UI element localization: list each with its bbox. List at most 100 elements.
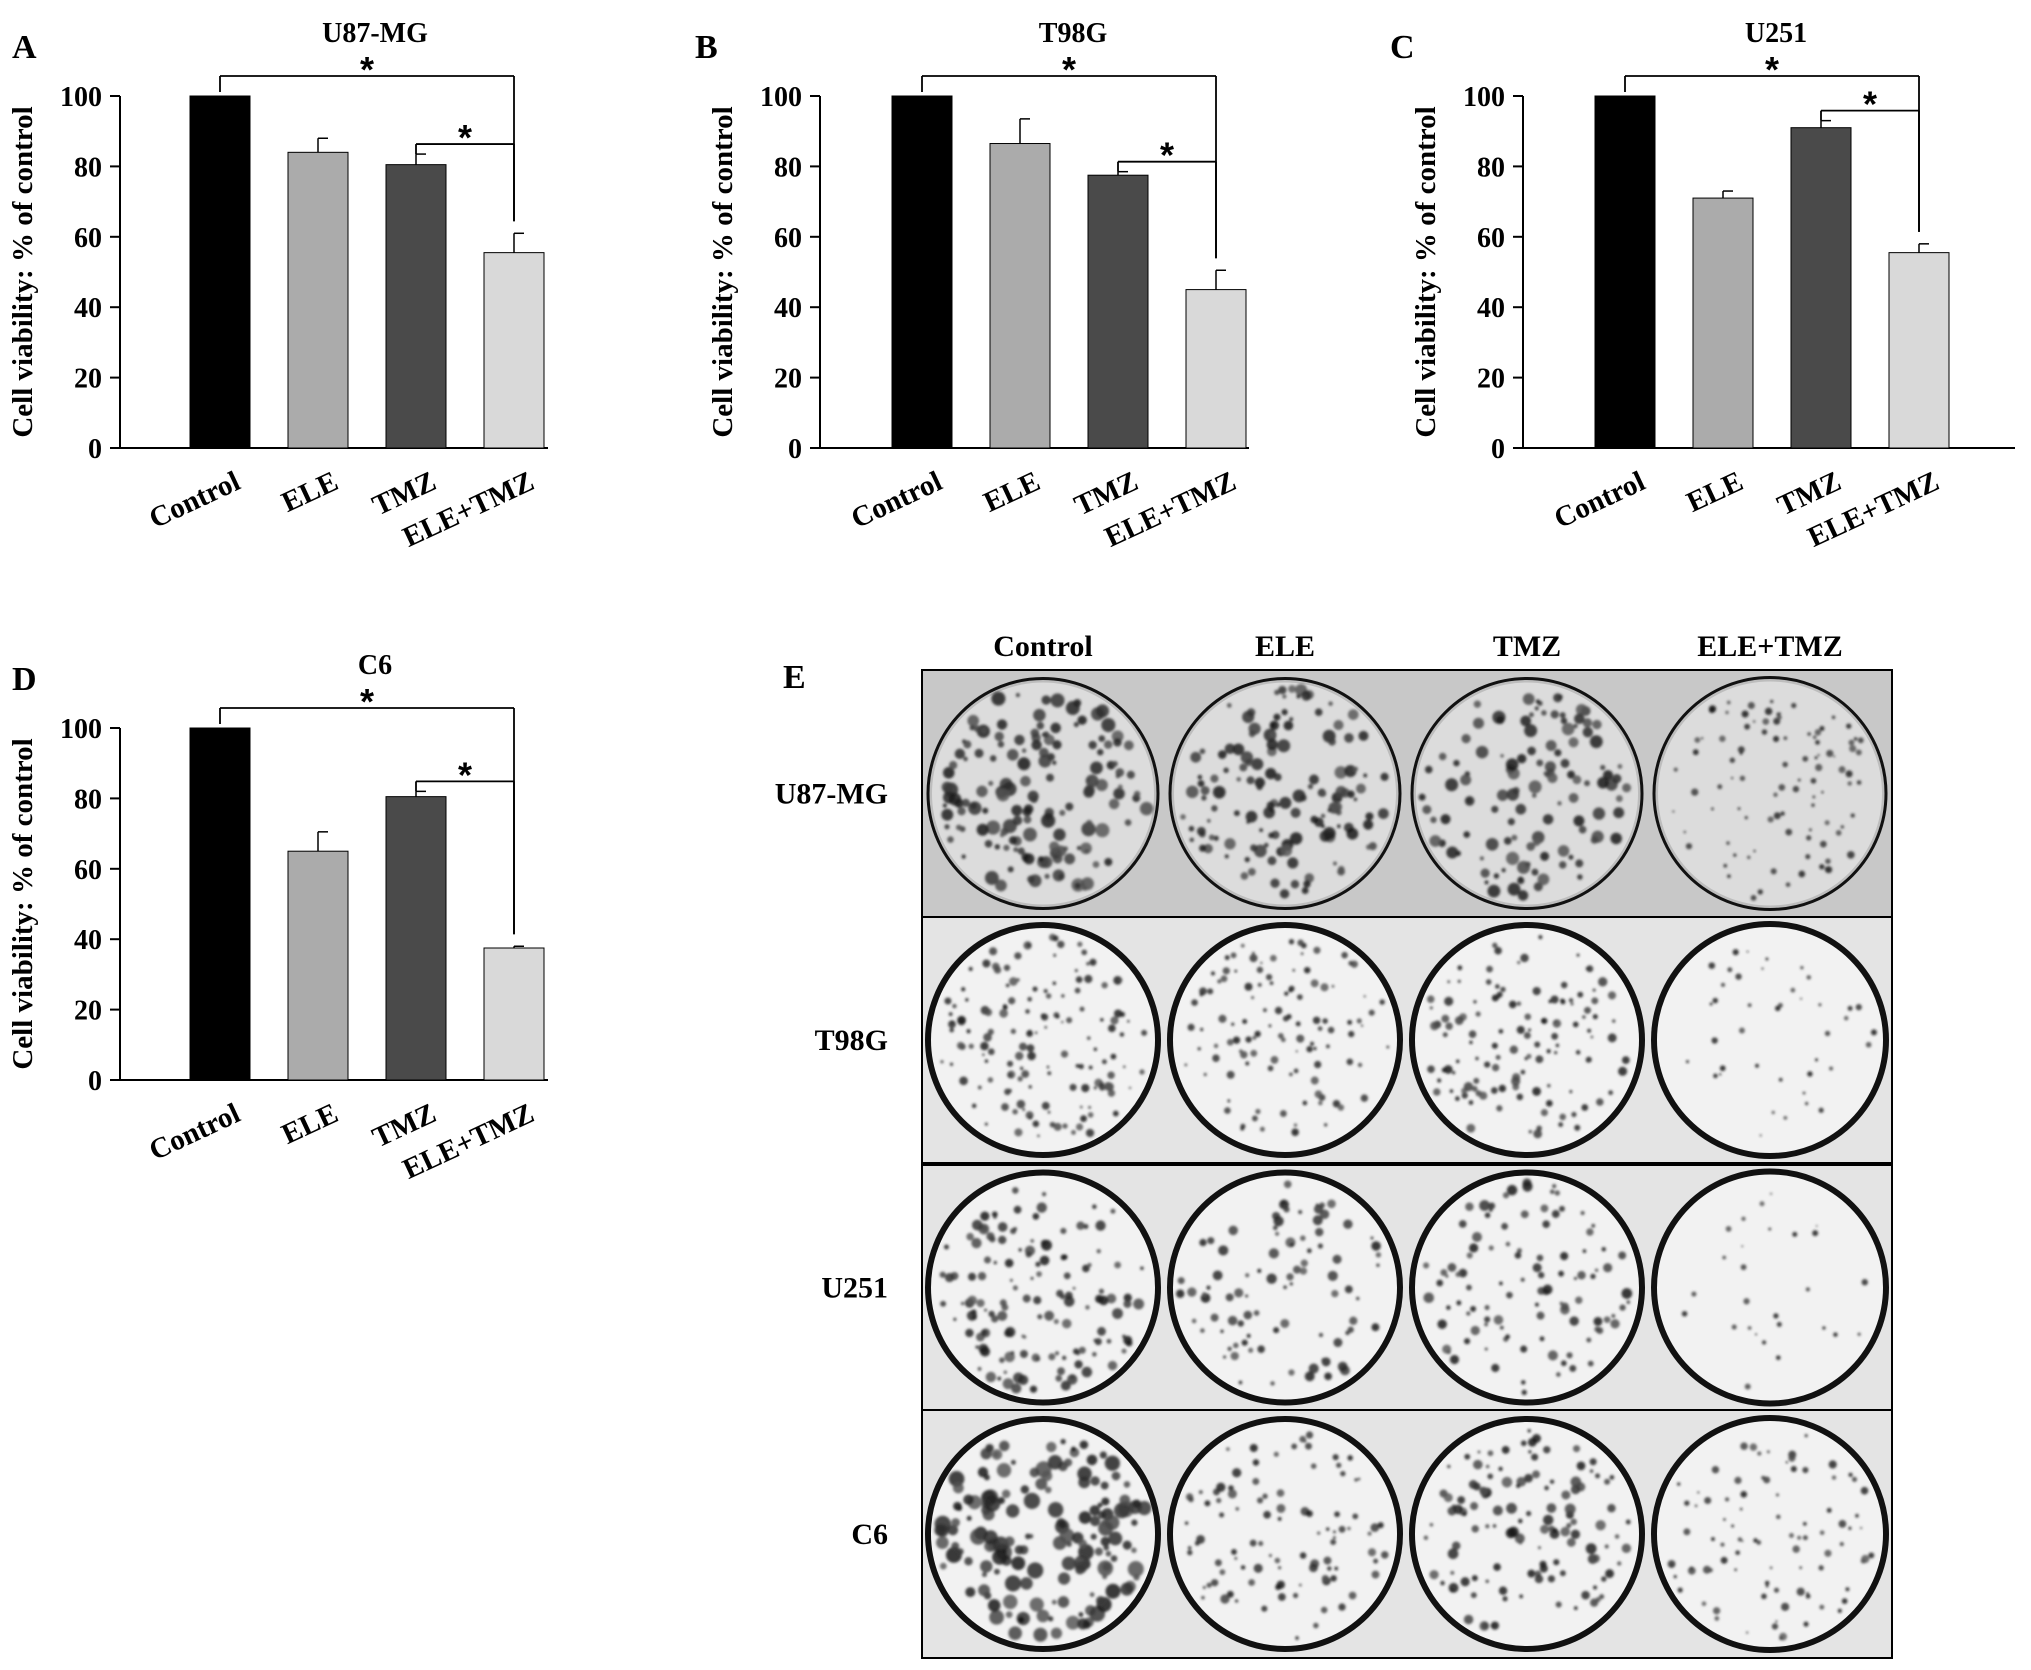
colony bbox=[1814, 756, 1818, 760]
colony bbox=[1299, 794, 1307, 802]
culture-dish bbox=[925, 1169, 1161, 1406]
colony bbox=[1026, 1044, 1035, 1053]
colony bbox=[1595, 1520, 1606, 1531]
colony bbox=[1523, 1031, 1531, 1039]
colony bbox=[1603, 1263, 1613, 1273]
colony bbox=[1079, 1006, 1085, 1012]
colony bbox=[1557, 845, 1570, 857]
colony bbox=[1279, 1110, 1287, 1117]
colony bbox=[1270, 1381, 1275, 1386]
colony bbox=[1003, 1370, 1008, 1375]
colonies bbox=[934, 1438, 1152, 1642]
colony bbox=[1723, 1518, 1726, 1521]
colony bbox=[1263, 728, 1277, 742]
colony bbox=[957, 1015, 966, 1025]
colony bbox=[1257, 982, 1262, 987]
colony bbox=[961, 798, 970, 807]
colony bbox=[1234, 1599, 1239, 1603]
colony bbox=[1790, 1466, 1797, 1473]
colony bbox=[1110, 1016, 1119, 1025]
colony bbox=[1559, 1205, 1565, 1212]
colony bbox=[1516, 1093, 1524, 1101]
colony bbox=[1532, 1263, 1542, 1273]
colony bbox=[1035, 1477, 1048, 1490]
dish-rim bbox=[1409, 1169, 1645, 1406]
colony bbox=[1038, 754, 1052, 768]
colony bbox=[1442, 1032, 1448, 1038]
colony bbox=[1273, 713, 1281, 721]
colony bbox=[1008, 1626, 1022, 1640]
colony bbox=[1355, 783, 1366, 794]
colony bbox=[936, 1524, 949, 1538]
colony bbox=[1141, 1029, 1148, 1036]
colony bbox=[1222, 967, 1230, 975]
colony bbox=[1727, 967, 1733, 973]
colony bbox=[1367, 1548, 1377, 1557]
colony bbox=[1211, 1579, 1219, 1587]
colony bbox=[1590, 1273, 1596, 1280]
colony bbox=[982, 959, 991, 968]
colony bbox=[1621, 1288, 1633, 1299]
colony bbox=[1775, 1620, 1778, 1623]
y-tick-label: 20 bbox=[74, 996, 102, 1027]
colony bbox=[1022, 1294, 1031, 1303]
colony bbox=[1292, 1592, 1299, 1599]
colony bbox=[1617, 1561, 1622, 1566]
colony bbox=[981, 727, 987, 734]
colony bbox=[1061, 1355, 1067, 1361]
colony bbox=[1463, 1338, 1471, 1345]
colony bbox=[1260, 961, 1263, 965]
colony bbox=[1468, 1030, 1477, 1039]
colony bbox=[1542, 814, 1554, 825]
colony bbox=[1007, 866, 1014, 873]
colony bbox=[1747, 1003, 1752, 1008]
colony bbox=[1677, 1482, 1681, 1486]
colony bbox=[978, 1584, 991, 1597]
colony bbox=[1604, 1544, 1609, 1549]
colony bbox=[1248, 722, 1261, 735]
colony bbox=[965, 1587, 976, 1598]
colony bbox=[1027, 1030, 1031, 1034]
bar-control bbox=[189, 95, 251, 449]
colony bbox=[1343, 1219, 1353, 1229]
colony bbox=[1790, 987, 1796, 993]
colony bbox=[1557, 801, 1562, 806]
colony bbox=[1200, 1328, 1205, 1333]
colony bbox=[1466, 1311, 1471, 1316]
colony bbox=[966, 1029, 971, 1034]
colony bbox=[1547, 772, 1558, 784]
colony bbox=[1540, 1109, 1548, 1117]
colony bbox=[1078, 1612, 1084, 1617]
colony bbox=[1074, 1360, 1083, 1369]
colony bbox=[1437, 1078, 1442, 1083]
colony bbox=[1232, 743, 1245, 756]
colony bbox=[1785, 828, 1793, 836]
colony bbox=[1094, 1338, 1102, 1346]
colony bbox=[1120, 1582, 1134, 1596]
colony bbox=[1599, 1594, 1605, 1600]
colony bbox=[1440, 814, 1451, 825]
colony bbox=[1027, 1562, 1044, 1579]
colony bbox=[984, 1059, 989, 1063]
colony bbox=[983, 1530, 998, 1545]
colony bbox=[1299, 1552, 1307, 1559]
colony bbox=[1280, 1037, 1286, 1043]
colony bbox=[1865, 1041, 1872, 1048]
colony bbox=[1269, 720, 1280, 731]
colony bbox=[1487, 1473, 1494, 1480]
significance-star: * bbox=[360, 49, 374, 90]
colony bbox=[1286, 1273, 1294, 1281]
colony bbox=[1292, 1265, 1301, 1274]
colony bbox=[1708, 962, 1716, 969]
colony bbox=[1288, 685, 1296, 693]
colony bbox=[1347, 1326, 1354, 1333]
colony bbox=[1744, 815, 1748, 820]
category-label: Control bbox=[144, 1097, 245, 1167]
colony bbox=[1049, 841, 1060, 852]
significance-bracket: * bbox=[1117, 135, 1217, 259]
colony bbox=[1747, 701, 1755, 710]
colony bbox=[1429, 1523, 1434, 1527]
colony bbox=[1454, 1016, 1464, 1025]
colony bbox=[1048, 1353, 1056, 1361]
colony bbox=[1576, 1461, 1586, 1471]
